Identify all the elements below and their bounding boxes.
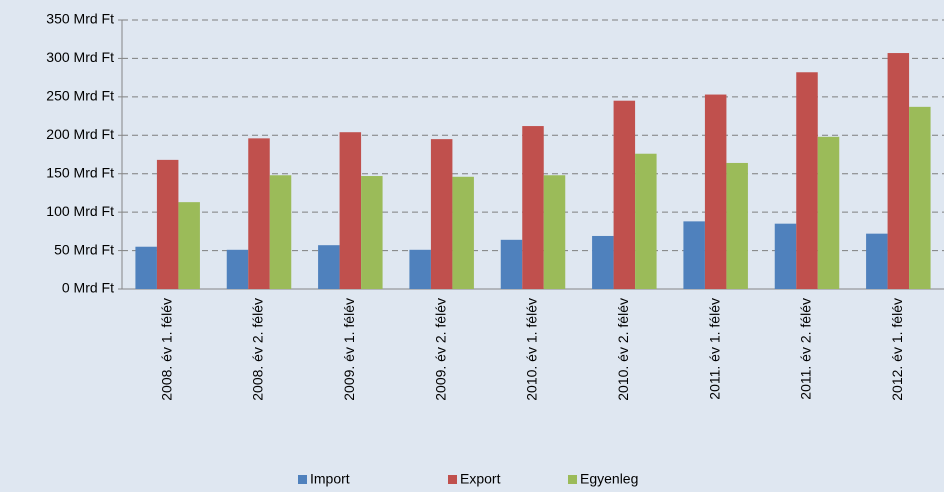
bar [887, 53, 910, 290]
bar [248, 138, 270, 289]
y-tick-label: 0 Mrd Ft [62, 280, 114, 296]
x-tick-label: 2011. év 1. félév [706, 298, 722, 400]
legend-label: Egyenleg [580, 471, 638, 487]
x-tick-label: 2009. év 2. félév [432, 298, 448, 401]
bar [866, 233, 888, 289]
bar [909, 106, 931, 289]
bar [774, 223, 797, 289]
y-tick-label: 150 Mrd Ft [46, 164, 114, 180]
bar [683, 221, 705, 289]
bar [409, 249, 431, 289]
bar [178, 202, 200, 289]
x-tick-label: 2008. év 2. félév [250, 298, 266, 401]
bar [452, 176, 474, 289]
bar [339, 132, 362, 289]
bar [613, 100, 636, 289]
y-tick-label: 300 Mrd Ft [46, 49, 114, 65]
y-tick-label: 100 Mrd Ft [46, 203, 114, 219]
x-tick-label: 2009. év 1. félév [341, 298, 357, 401]
bar [796, 72, 818, 290]
bar [592, 235, 614, 289]
x-tick-label: 2011. év 2. félév [798, 298, 814, 400]
bar [817, 136, 840, 289]
bar [522, 126, 544, 289]
bar [361, 176, 383, 289]
bar [318, 245, 340, 289]
y-tick-label: 50 Mrd Ft [54, 241, 114, 257]
bar [430, 139, 453, 289]
bar [726, 162, 748, 289]
x-tick-label: 2010. év 1. félév [524, 298, 540, 401]
bar [704, 94, 727, 290]
legend-label: Import [310, 471, 350, 487]
y-tick-label: 350 Mrd Ft [46, 11, 114, 27]
bar [543, 175, 566, 289]
x-tick-label: 2008. év 1. félév [158, 298, 174, 401]
bar [635, 153, 657, 289]
bar [156, 159, 179, 289]
bar [226, 249, 249, 289]
legend-swatch [448, 475, 457, 484]
legend-label: Export [460, 471, 501, 487]
y-tick-label: 250 Mrd Ft [46, 88, 114, 104]
y-tick-label: 200 Mrd Ft [46, 126, 114, 142]
legend-swatch [298, 475, 307, 484]
x-tick-label: 2012. év 1. félév [889, 298, 905, 401]
bar [269, 175, 292, 289]
legend-swatch [568, 475, 577, 484]
x-tick-label: 2010. év 2. félév [615, 298, 631, 401]
bar [500, 239, 523, 289]
bar [135, 246, 157, 289]
